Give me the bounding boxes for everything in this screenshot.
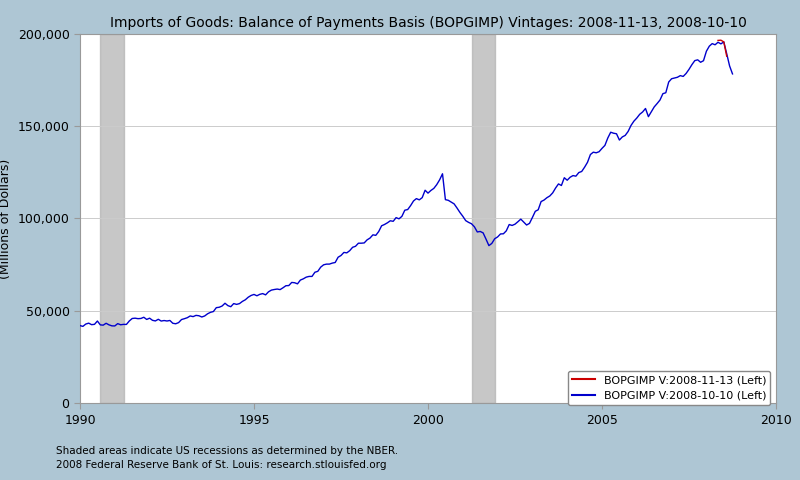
Bar <box>100 34 123 403</box>
Text: 2008 Federal Reserve Bank of St. Louis: research.stlouisfed.org: 2008 Federal Reserve Bank of St. Louis: … <box>56 460 386 470</box>
Text: Shaded areas indicate US recessions as determined by the NBER.: Shaded areas indicate US recessions as d… <box>56 445 398 456</box>
Y-axis label: (Millions of Dollars): (Millions of Dollars) <box>0 158 12 278</box>
Legend: BOPGIMP V:2008-11-13 (Left), BOPGIMP V:2008-10-10 (Left): BOPGIMP V:2008-11-13 (Left), BOPGIMP V:2… <box>568 371 770 405</box>
Title: Imports of Goods: Balance of Payments Basis (BOPGIMP) Vintages: 2008-11-13, 2008: Imports of Goods: Balance of Payments Ba… <box>110 16 746 30</box>
Bar <box>471 34 494 403</box>
